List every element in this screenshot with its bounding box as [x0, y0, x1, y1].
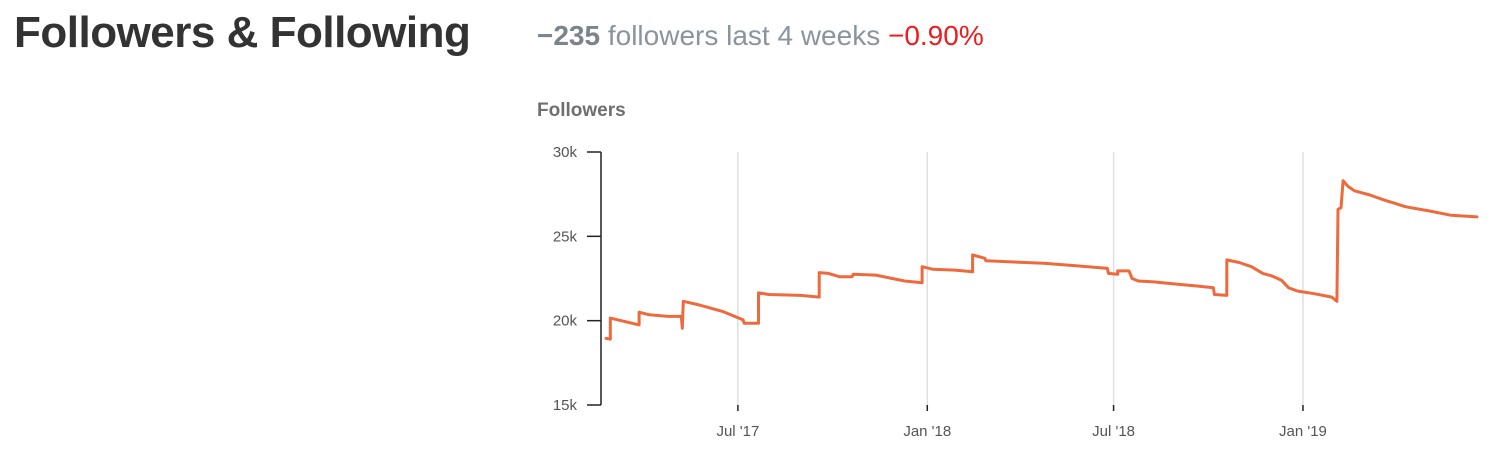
x-tick-label: Jan '19 [1279, 423, 1327, 440]
follower-change-count: −235 [537, 20, 601, 51]
chart-title: Followers [537, 100, 626, 121]
page-title: Followers & Following [14, 8, 471, 57]
y-tick-label: 25k [553, 228, 578, 245]
x-tick-label: Jul '18 [1092, 423, 1135, 440]
x-tick-label: Jan '18 [903, 423, 951, 440]
followers-series-line [604, 179, 1479, 341]
follower-change-summary: −235 followers last 4 weeks −0.90% [537, 20, 984, 52]
y-tick-label: 15k [553, 397, 578, 414]
y-tick-label: 30k [553, 144, 578, 161]
follower-change-text: followers last 4 weeks [600, 20, 888, 51]
follower-change-percent: −0.90% [887, 20, 984, 51]
x-tick-label: Jul '17 [716, 423, 759, 440]
y-tick-label: 20k [553, 313, 578, 330]
